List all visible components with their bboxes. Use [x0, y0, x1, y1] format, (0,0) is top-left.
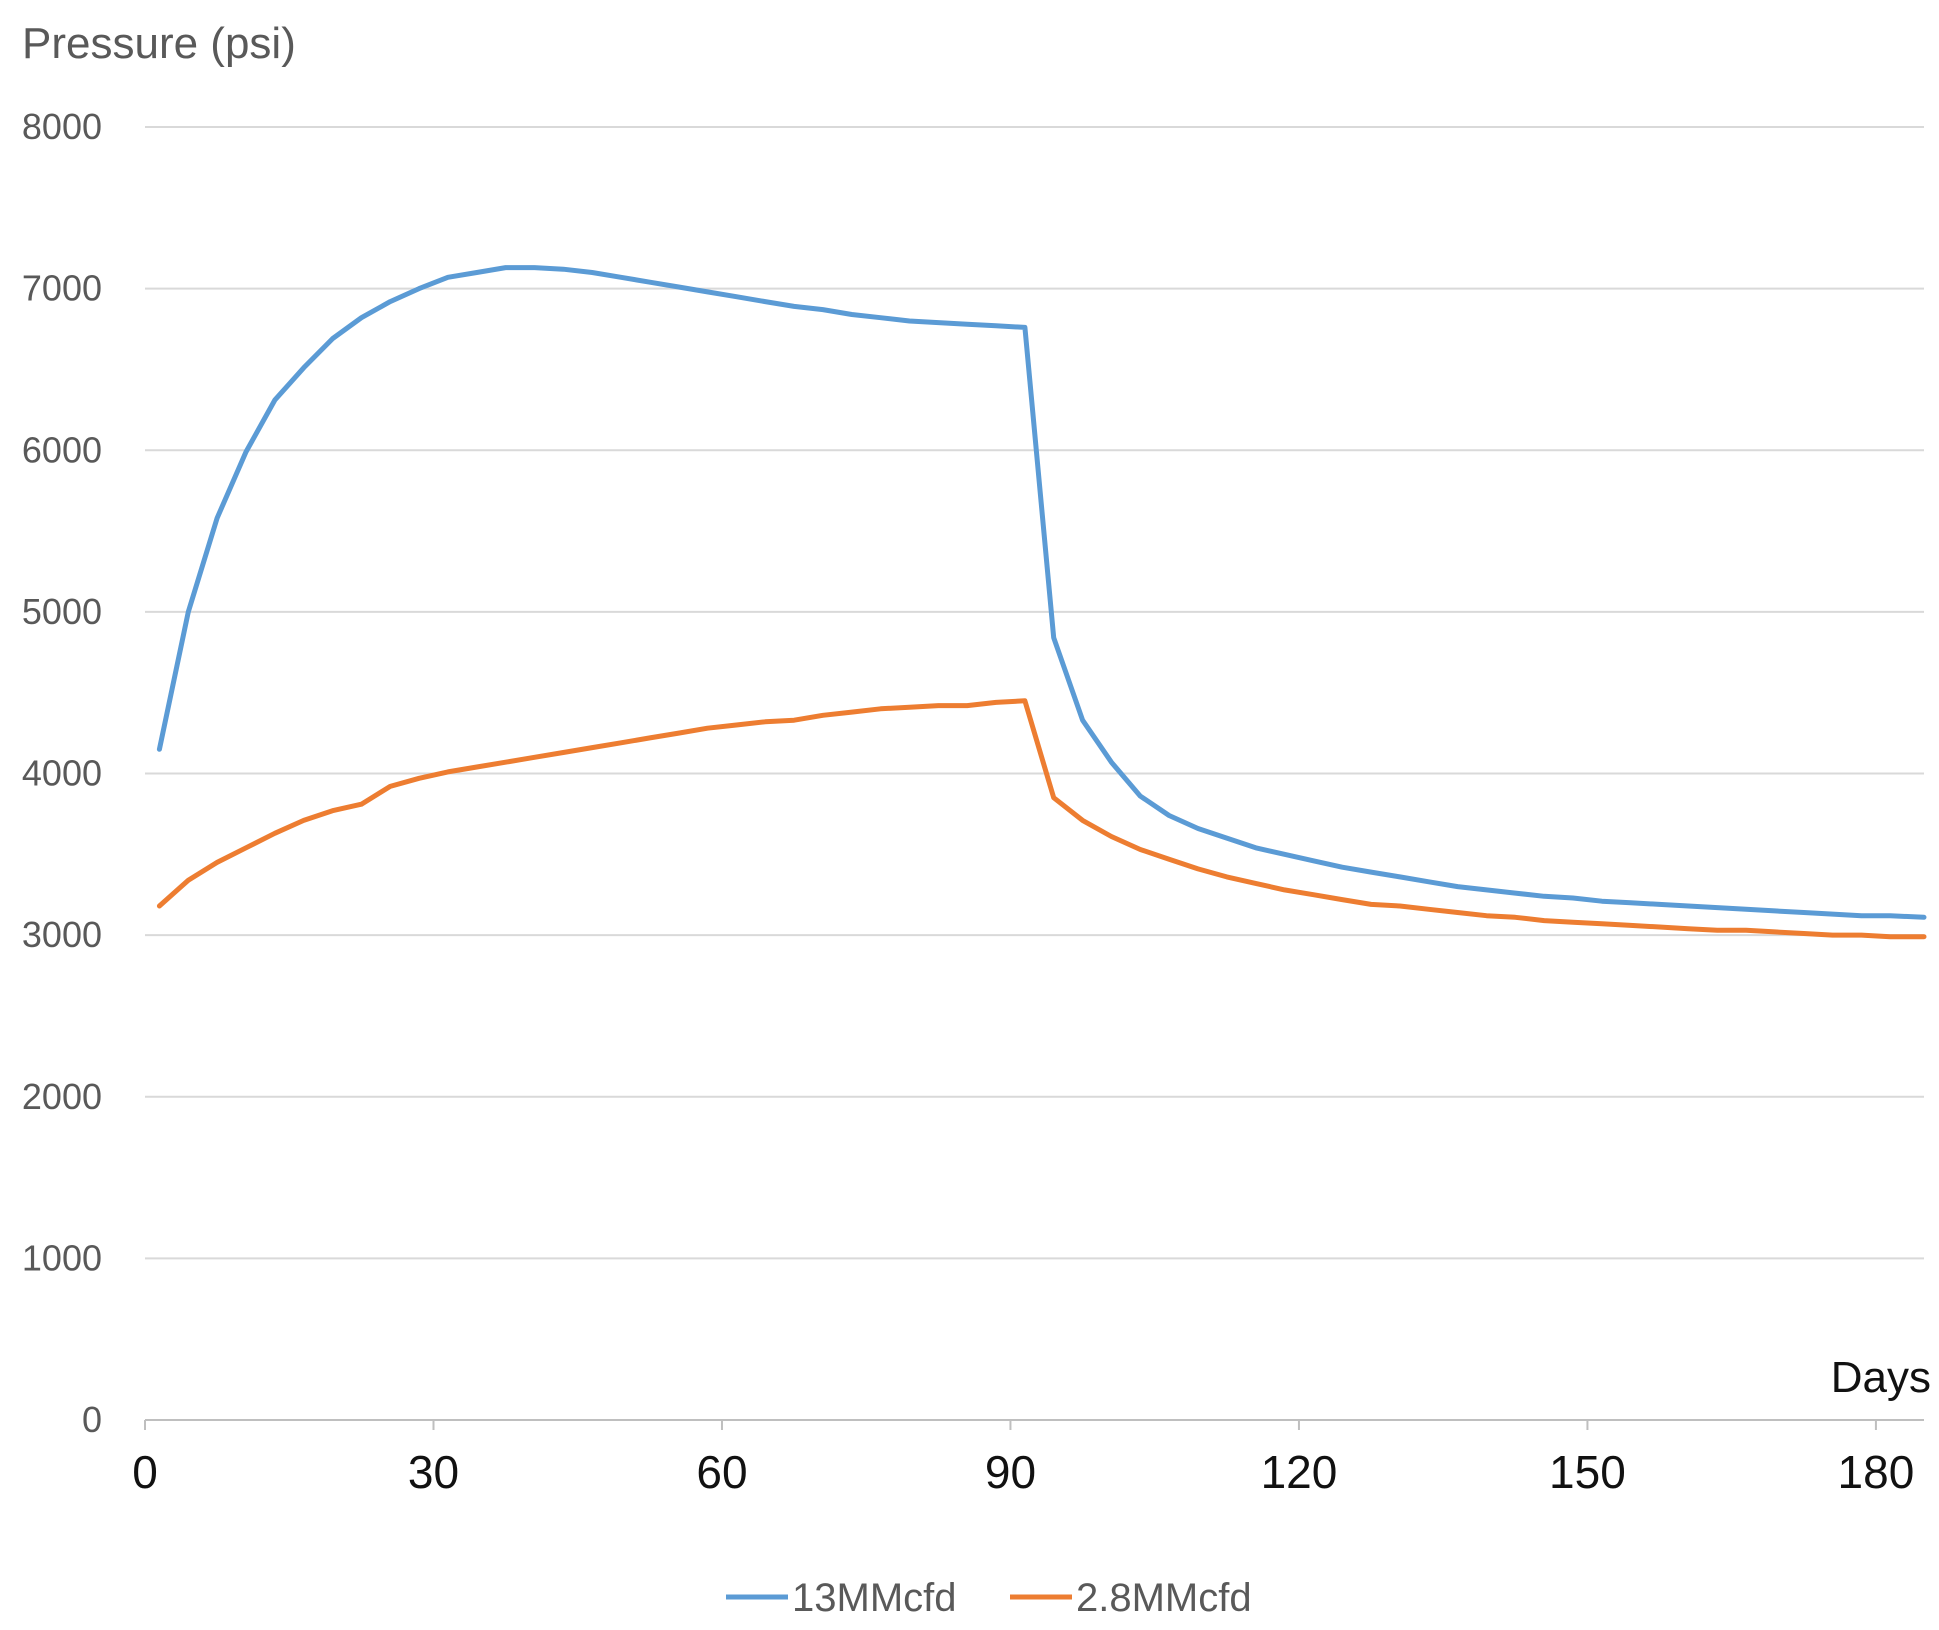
x-tick-label: 150	[1549, 1446, 1626, 1498]
y-axis-title: Pressure (psi)	[22, 19, 296, 68]
y-tick-label: 1000	[22, 1237, 102, 1278]
y-tick-label: 4000	[22, 753, 102, 794]
x-axis-title: Days	[1831, 1353, 1931, 1402]
series-line-2	[156, 698, 1927, 940]
x-axis-ticks: 0 30 60 90 120 150 180	[132, 1420, 1914, 1498]
x-tick-label: 30	[408, 1446, 459, 1498]
y-tick-label: 7000	[22, 268, 102, 309]
series-lines	[156, 265, 1927, 940]
y-axis-ticks: 0 1000 2000 3000 4000 5000 6000 7000 8000	[22, 106, 102, 1440]
y-tick-label: 5000	[22, 591, 102, 632]
y-tick-label: 0	[82, 1399, 102, 1440]
x-tick-label: 90	[985, 1446, 1036, 1498]
series-line-1	[156, 265, 1927, 920]
x-tick-label: 180	[1838, 1446, 1915, 1498]
y-tick-label: 2000	[22, 1076, 102, 1117]
x-tick-label: 0	[132, 1446, 158, 1498]
y-tick-label: 8000	[22, 106, 102, 147]
y-tick-label: 6000	[22, 429, 102, 470]
x-tick-label: 60	[696, 1446, 747, 1498]
legend-label: 2.8MMcfd	[1076, 1576, 1252, 1620]
y-tick-label: 3000	[22, 914, 102, 955]
x-tick-label: 120	[1261, 1446, 1338, 1498]
gridlines	[145, 126, 1924, 1260]
legend-label: 13MMcfd	[792, 1576, 957, 1620]
legend: 13MMcfd 2.8MMcfd	[726, 1576, 1252, 1620]
